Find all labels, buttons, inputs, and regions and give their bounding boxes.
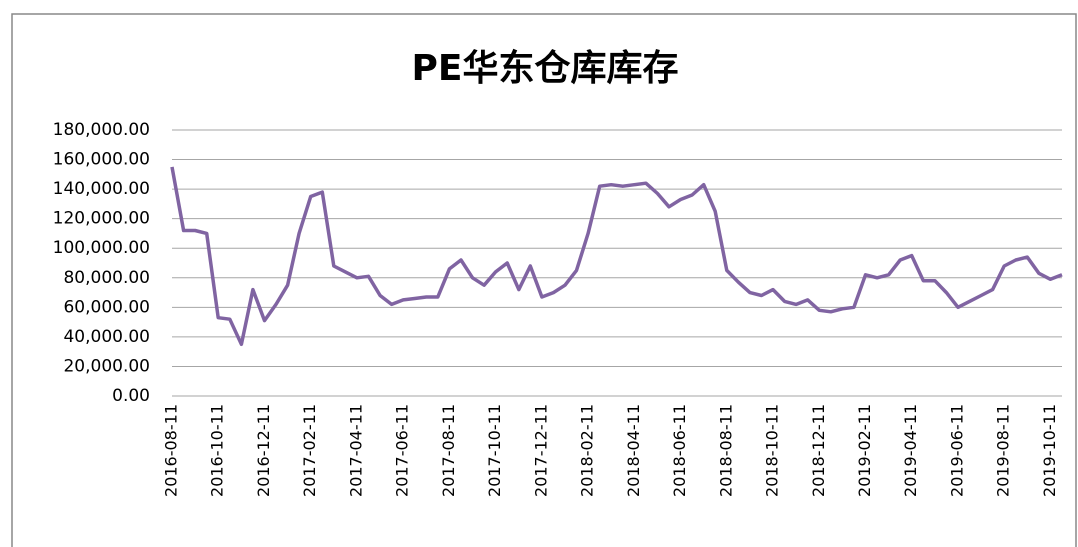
y-tick-label: 80,000.00 [63,268,150,288]
y-tick-label: 180,000.00 [53,120,150,140]
x-tick-label: 2017-08-11 [439,404,458,497]
x-tick-label: 2016-08-11 [162,404,181,497]
x-tick-label: 2017-10-11 [485,404,504,497]
x-tick-label: 2018-10-11 [763,404,782,497]
y-tick-label: 140,000.00 [53,179,150,199]
chart-title: PE华东仓库库存 [412,48,679,89]
chart-frame [11,13,1077,547]
x-tick-label: 2019-04-11 [901,404,920,497]
x-tick-label: 2019-08-11 [994,404,1013,497]
x-tick-label: 2017-06-11 [393,404,412,497]
y-tick-label: 40,000.00 [63,327,150,347]
x-tick-label: 2019-10-11 [1040,404,1059,497]
x-tick-label: 2018-04-11 [624,404,643,497]
y-tick-label: 160,000.00 [53,150,150,170]
x-tick-label: 2018-12-11 [809,404,828,497]
x-tick-label: 2017-04-11 [346,404,365,497]
x-tick-label: 2019-02-11 [855,404,874,497]
x-tick-label: 2016-10-11 [208,404,227,497]
x-tick-label: 2017-12-11 [531,404,550,497]
x-tick-label: 2018-02-11 [578,404,597,497]
x-tick-label: 2019-06-11 [947,404,966,497]
y-tick-label: 120,000.00 [53,209,150,229]
y-tick-label: 100,000.00 [53,238,150,258]
y-tick-label: 20,000.00 [63,356,150,376]
x-tick-label: 2018-08-11 [716,404,735,497]
x-tick-label: 2017-02-11 [300,404,319,497]
y-tick-label: 0.00 [112,386,150,406]
line [170,166,1063,347]
x-tick-label: 2018-06-11 [670,404,689,497]
x-tick-label: 2016-12-11 [254,404,273,497]
y-tick-label: 60,000.00 [63,297,150,317]
